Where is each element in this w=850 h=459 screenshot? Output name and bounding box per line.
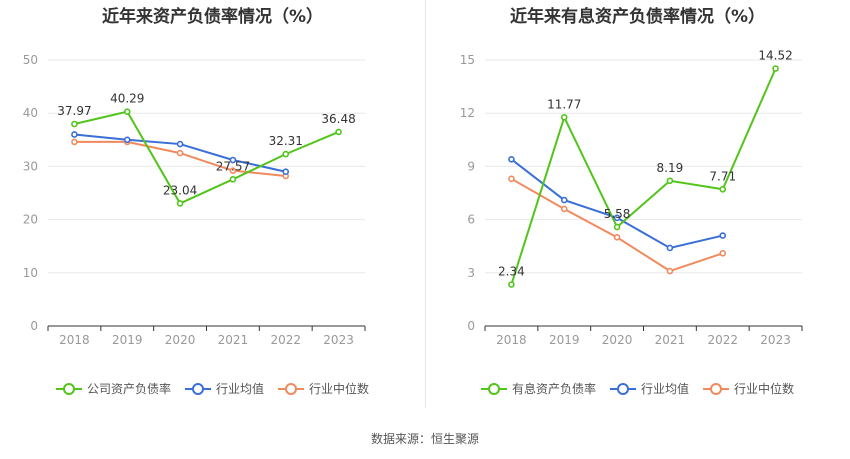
data-point xyxy=(229,156,237,164)
x-tick-label: 2018 xyxy=(496,333,527,347)
legend-label: 行业中位数 xyxy=(734,382,795,396)
data-point xyxy=(229,167,237,174)
data-point xyxy=(282,150,290,158)
chart-title: 近年来资产负债率情况（%） xyxy=(101,7,324,27)
data-point xyxy=(176,200,184,207)
x-tick-label: 2023 xyxy=(323,333,354,347)
legend-label: 行业均值 xyxy=(640,382,689,396)
data-point xyxy=(508,156,515,163)
y-tick-label: 40 xyxy=(23,106,38,120)
legend-item[interactable]: 行业中位数 xyxy=(278,380,369,397)
data-point xyxy=(71,120,78,128)
legend-item[interactable]: 公司资产负债率 xyxy=(55,380,171,397)
legend-label: 有息资产负债率 xyxy=(511,382,596,396)
data-point xyxy=(719,232,727,239)
data-point xyxy=(71,138,78,146)
y-tick-label: 15 xyxy=(460,53,475,67)
data-point xyxy=(560,113,568,121)
series-line xyxy=(74,110,339,205)
x-tick-label: 2021 xyxy=(218,333,249,347)
data-point xyxy=(560,205,568,213)
data-point xyxy=(335,128,342,136)
data-point xyxy=(508,281,515,288)
data-point xyxy=(229,176,237,183)
x-tick-label: 2022 xyxy=(707,333,738,347)
chart-panel-debt-ratio: 近年来资产负债率情况（%） 0 10 20 30 40 50 2018 2019 2020 202… xyxy=(0,0,425,410)
data-point xyxy=(613,214,621,222)
y-tick-label: 10 xyxy=(23,266,38,280)
chart-panel-interest-bearing-debt-ratio: 近年来有息资产负债率情况（%） 0 3 6 9 12 15 2018 2019 2020 2021… xyxy=(425,0,850,410)
legend-label: 行业均值 xyxy=(215,382,264,396)
y-tick-label: 20 xyxy=(23,213,38,227)
data-point xyxy=(666,244,674,252)
data-point xyxy=(719,249,727,257)
data-point xyxy=(613,223,621,231)
legend-swatch xyxy=(278,382,304,395)
chart-legend: 有息资产负债率 行业均值 行业中位数 xyxy=(425,380,850,397)
data-label: 23.04 xyxy=(163,183,197,197)
data-point xyxy=(282,168,290,176)
legend-swatch xyxy=(55,382,82,395)
line-chart-interest-bearing-debt-ratio: 0 3 6 9 12 15 2018 2019 2020 2021 2022 2023 2.34 11.7… xyxy=(460,49,803,347)
x-tick-label: 2023 xyxy=(760,333,791,347)
chart-title: 近年来有息资产负债率情况（%） xyxy=(509,7,766,27)
data-label: 14.52 xyxy=(758,49,792,63)
legend-item[interactable]: 行业中位数 xyxy=(703,380,794,397)
x-tick-label: 2020 xyxy=(602,333,633,347)
y-tick-label: 0 xyxy=(467,319,475,333)
data-label: 32.31 xyxy=(269,134,303,148)
legend-label: 公司资产负债率 xyxy=(86,382,171,396)
data-label: 36.48 xyxy=(321,112,355,126)
data-point xyxy=(123,108,131,115)
chart-legend: 公司资产负债率 行业均值 行业中位数 xyxy=(0,380,425,397)
legend-label: 行业中位数 xyxy=(309,382,370,396)
x-tick-label: 2022 xyxy=(270,333,301,347)
data-point xyxy=(71,131,78,138)
x-tick-label: 2021 xyxy=(655,333,686,347)
data-label: 11.77 xyxy=(547,97,581,111)
data-point xyxy=(666,267,674,275)
data-point xyxy=(176,140,184,148)
y-tick-label: 30 xyxy=(23,159,38,173)
data-point xyxy=(508,175,515,183)
data-label: 7.71 xyxy=(709,169,736,183)
data-point xyxy=(123,136,131,144)
data-label: 2.34 xyxy=(498,265,525,279)
data-point xyxy=(613,234,621,241)
x-tick-label: 2020 xyxy=(165,333,196,347)
data-label: 27.57 xyxy=(216,159,250,173)
legend-swatch xyxy=(609,382,636,395)
data-point xyxy=(560,196,568,204)
legend-item[interactable]: 有息资产负债率 xyxy=(480,380,596,397)
y-tick-label: 6 xyxy=(467,213,475,227)
x-tick-label: 2019 xyxy=(549,333,580,347)
legend-item[interactable]: 行业均值 xyxy=(184,380,264,397)
y-tick-label: 0 xyxy=(30,319,38,333)
legend-swatch xyxy=(703,382,729,395)
legend-swatch xyxy=(184,382,211,395)
legend-swatch xyxy=(480,382,507,395)
line-chart-debt-ratio: 0 10 20 30 40 50 2018 2019 2020 2021 2022 2023 37.97… xyxy=(23,53,366,347)
y-tick-label: 9 xyxy=(467,159,475,173)
panel-divider xyxy=(425,0,426,408)
data-label: 5.58 xyxy=(604,207,631,221)
data-label: 37.97 xyxy=(57,104,91,118)
y-tick-label: 12 xyxy=(460,106,475,120)
data-point xyxy=(666,177,674,185)
x-tick-label: 2018 xyxy=(59,333,90,347)
data-source-note: 数据来源：恒生聚源 xyxy=(370,432,479,446)
data-label: 40.29 xyxy=(110,92,144,106)
data-label: 8.19 xyxy=(657,161,684,175)
data-point xyxy=(719,185,727,193)
y-tick-label: 3 xyxy=(467,266,475,280)
y-tick-label: 50 xyxy=(23,53,38,67)
data-point xyxy=(176,149,184,157)
series-line xyxy=(510,68,777,285)
legend-item[interactable]: 行业均值 xyxy=(609,380,689,397)
data-point xyxy=(772,65,779,72)
x-tick-label: 2019 xyxy=(112,333,143,347)
